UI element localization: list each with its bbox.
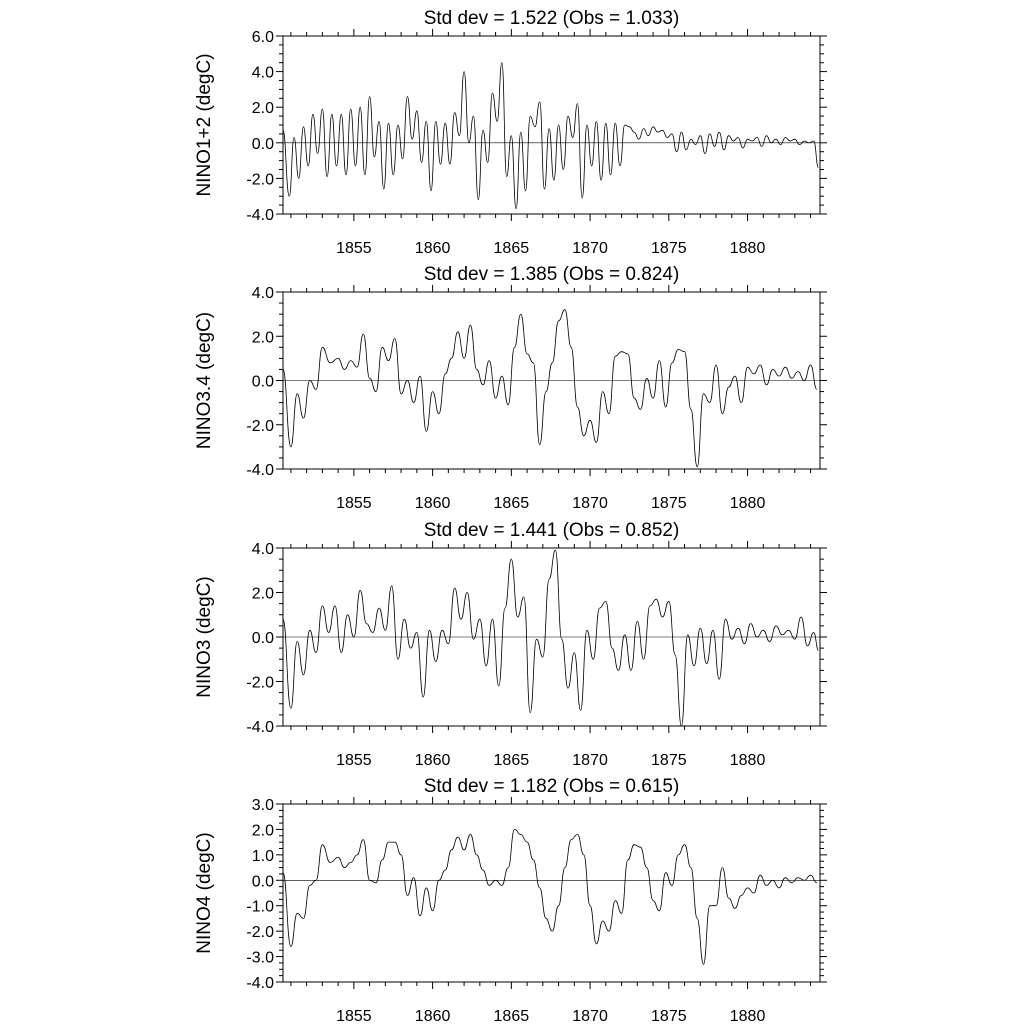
nino12-ylabel: NINO1+2 (degC): [194, 53, 215, 196]
nino3-ytick-label: -2.0: [246, 675, 274, 692]
nino34-ytick-label: 4.0: [252, 285, 274, 302]
nino12-xtick-label: 1865: [494, 240, 530, 257]
nino34-ytick-label: -2.0: [246, 418, 274, 435]
nino12-series-line: [282, 62, 819, 210]
nino12-ytick-label: 0.0: [252, 136, 274, 153]
nino4-xtick-label: 1855: [336, 1008, 372, 1024]
nino34-ytick-label: 2.0: [252, 329, 274, 346]
nino3-xtick-label: 1870: [572, 752, 608, 769]
nino4-title: Std dev = 1.182 (Obs = 0.615): [424, 776, 680, 797]
nino12-xtick-label: 1880: [730, 240, 766, 257]
nino3-title: Std dev = 1.441 (Obs = 0.852): [424, 520, 680, 541]
nino4-ylabel: NINO4 (degC): [194, 832, 215, 953]
nino4-xtick-label: 1875: [651, 1008, 687, 1024]
nino4-ytick-label: -1.0: [246, 899, 274, 916]
nino12-ytick-label: 6.0: [252, 29, 274, 46]
nino4-xtick-label: 1880: [730, 1008, 766, 1024]
nino4-xtick-label: 1860: [415, 1008, 451, 1024]
nino3-xtick-label: 1880: [730, 752, 766, 769]
nino34-xtick-label: 1855: [336, 495, 372, 512]
nino12-xtick-label: 1870: [572, 240, 608, 257]
nino12-ytick-label: -4.0: [246, 207, 274, 224]
nino4-ytick-label: -4.0: [246, 975, 274, 992]
nino4-plot-frame: [282, 803, 821, 983]
nino3-ytick-label: 2.0: [252, 586, 274, 603]
nino4-ytick-label: 3.0: [252, 797, 274, 814]
nino4-ytick-label: 0.0: [252, 873, 274, 890]
nino4-ytick-label: 1.0: [252, 848, 274, 865]
nino3-ylabel: NINO3 (degC): [194, 576, 215, 697]
nino34-xtick-label: 1865: [494, 495, 530, 512]
nino12-xtick-label: 1860: [415, 240, 451, 257]
nino34-xtick-label: 1880: [730, 495, 766, 512]
nino12-ytick-label: 4.0: [252, 65, 274, 82]
nino12-title: Std dev = 1.522 (Obs = 1.033): [424, 8, 680, 29]
nino34-ytick-label: -4.0: [246, 462, 274, 479]
nino34-ylabel: NINO3.4 (degC): [194, 312, 215, 449]
nino34-xtick-label: 1870: [572, 495, 608, 512]
nino12-plot-frame: [282, 35, 821, 215]
nino4-ytick-label: 2.0: [252, 822, 274, 839]
nino3-xtick-label: 1855: [336, 752, 372, 769]
panel-nino3: Std dev = 1.441 (Obs = 0.852) NINO3 (degC…: [194, 520, 827, 769]
nino3-ytick-label: 4.0: [252, 541, 274, 558]
nino34-ytick-label: 0.0: [252, 374, 274, 391]
panel-nino12: Std dev = 1.522 (Obs = 1.033) NINO1+2 (de…: [194, 8, 827, 257]
nino4-xtick-label: 1870: [572, 1008, 608, 1024]
nino12-ytick-label: -2.0: [246, 171, 274, 188]
nino3-series-line: [282, 549, 819, 727]
nino3-ytick-label: 0.0: [252, 630, 274, 647]
nino34-xtick-label: 1860: [415, 495, 451, 512]
nino4-ytick-label: -2.0: [246, 924, 274, 941]
panel-nino4: Std dev = 1.182 (Obs = 0.615) NINO4 (degC…: [194, 776, 827, 1024]
nino34-series-line: [282, 309, 818, 468]
nino3-xtick-label: 1865: [494, 752, 530, 769]
nino4-series-line: [282, 829, 818, 965]
nino12-xtick-label: 1875: [651, 240, 687, 257]
nino4-xtick-label: 1865: [494, 1008, 530, 1024]
nino34-xtick-label: 1875: [651, 495, 687, 512]
nino12-xtick-label: 1855: [336, 240, 372, 257]
panel-nino34: Std dev = 1.385 (Obs = 0.824) NINO3.4 (de…: [194, 264, 827, 512]
nino3-xtick-label: 1860: [415, 752, 451, 769]
nino34-title: Std dev = 1.385 (Obs = 0.824): [424, 264, 680, 285]
nino4-ytick-label: -3.0: [246, 950, 274, 967]
nino3-ytick-label: -4.0: [246, 719, 274, 736]
nino12-ytick-label: 2.0: [252, 100, 274, 117]
nino3-xtick-label: 1875: [651, 752, 687, 769]
